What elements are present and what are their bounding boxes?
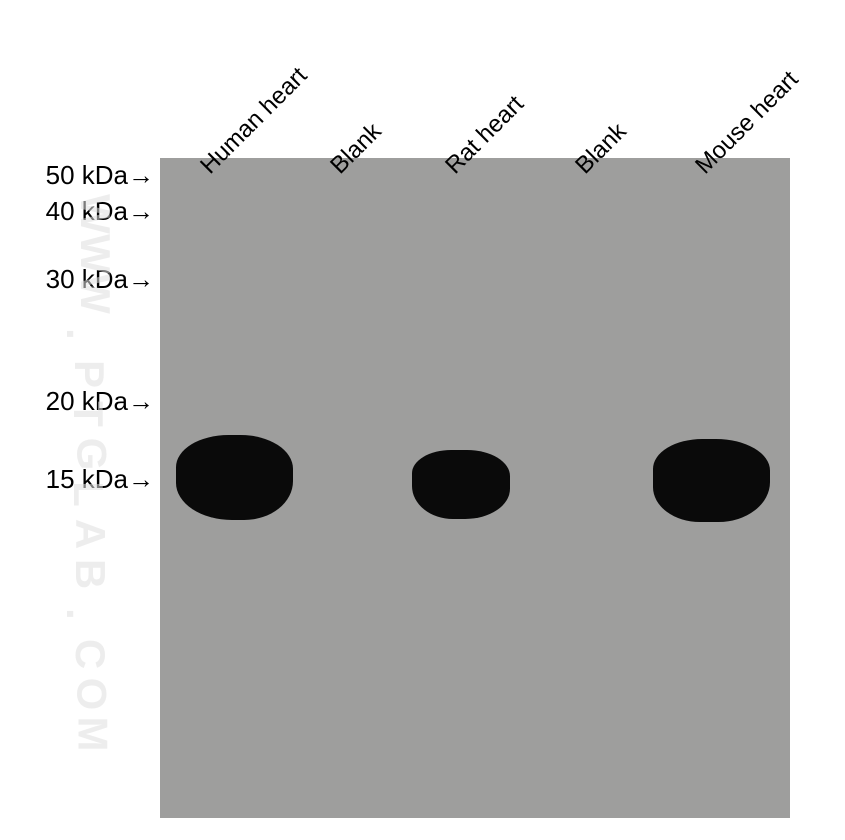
watermark-char: C bbox=[66, 639, 114, 669]
blot-band bbox=[653, 439, 770, 522]
blot-membrane bbox=[160, 158, 790, 818]
watermark-char: G bbox=[67, 438, 115, 471]
watermark-char: M bbox=[69, 717, 117, 752]
arrow-right-icon: → bbox=[128, 196, 154, 227]
blot-band bbox=[412, 450, 510, 519]
watermark-char: B bbox=[66, 559, 114, 589]
watermark-char: W bbox=[71, 274, 119, 314]
arrow-right-icon: → bbox=[128, 160, 154, 191]
watermark-char: W bbox=[71, 194, 119, 234]
watermark-char: W bbox=[71, 234, 119, 274]
mw-marker-label: 50 kDa→ bbox=[46, 160, 154, 191]
blot-band bbox=[176, 435, 293, 519]
watermark-char: T bbox=[64, 401, 112, 427]
watermark-char: A bbox=[66, 519, 114, 549]
watermark-char: . bbox=[57, 608, 105, 620]
watermark-char: P bbox=[65, 360, 113, 388]
watermark-char: L bbox=[64, 481, 112, 507]
mw-marker-text: 50 kDa bbox=[46, 160, 128, 190]
arrow-right-icon: → bbox=[128, 264, 154, 295]
arrow-right-icon: → bbox=[128, 464, 154, 495]
watermark-char: O bbox=[67, 678, 115, 711]
blot-figure: Human heartBlankRat heartBlankMouse hear… bbox=[0, 0, 845, 840]
watermark-char: . bbox=[57, 328, 105, 340]
arrow-right-icon: → bbox=[128, 386, 154, 417]
